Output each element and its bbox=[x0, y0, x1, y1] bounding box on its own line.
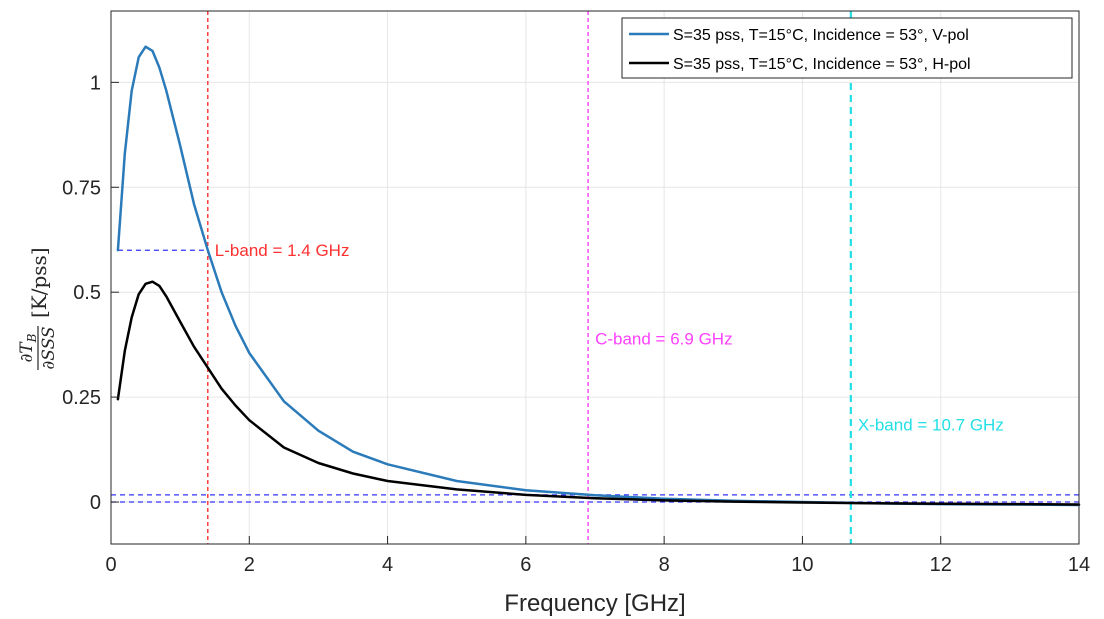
x-ticks: 0 2 4 6 8 10 12 14 bbox=[105, 536, 1090, 576]
band-label: L-band = 1.4 GHz bbox=[215, 241, 350, 260]
y-label-denominator: ∂SSS bbox=[39, 326, 59, 369]
x-tick-label: 12 bbox=[930, 554, 952, 576]
band-label: C-band = 6.9 GHz bbox=[595, 329, 733, 348]
y-tick-label: 0.25 bbox=[62, 387, 101, 409]
plot-area bbox=[111, 11, 1079, 544]
x-tick-label: 4 bbox=[382, 554, 393, 576]
svg-text:∂TB: ∂TB bbox=[17, 333, 39, 362]
y-label-unit: [K/pss] bbox=[27, 247, 51, 318]
x-axis-label: Frequency [GHz] bbox=[504, 590, 685, 617]
legend-box bbox=[621, 17, 1073, 79]
y-tick-label: 0 bbox=[90, 492, 101, 514]
legend-label-hpol: S=35 pss, T=15°C, Incidence = 53°, H-pol bbox=[673, 56, 971, 73]
x-tick-label: 0 bbox=[105, 554, 116, 576]
x-tick-label: 10 bbox=[791, 554, 813, 576]
reference-hlines bbox=[111, 249, 1079, 503]
x-tick-label: 8 bbox=[659, 554, 670, 576]
series-lines bbox=[116, 45, 1081, 507]
y-label-numerator: ∂T bbox=[17, 341, 37, 363]
x-tick-label: 2 bbox=[244, 554, 255, 576]
band-vlines bbox=[207, 11, 852, 544]
series-line-hpol bbox=[116, 280, 1081, 506]
x-tick-label: 14 bbox=[1068, 554, 1090, 576]
y-ticks: 0 0.25 0.5 0.75 1 bbox=[62, 72, 119, 514]
y-tick-label: 1 bbox=[90, 72, 101, 94]
y-axis-label: ∂TB ∂SSS [K/pss] bbox=[17, 247, 59, 370]
y-label-numerator-sub: B bbox=[25, 333, 39, 343]
x-tick-label: 6 bbox=[520, 554, 531, 576]
band-label: X-band = 10.7 GHz bbox=[858, 415, 1004, 434]
y-tick-label: 0.5 bbox=[73, 282, 101, 304]
plot-frame bbox=[110, 10, 1080, 545]
legend-label-vpol: S=35 pss, T=15°C, Incidence = 53°, V-pol bbox=[673, 27, 969, 44]
band-annotations: L-band = 1.4 GHz C-band = 6.9 GHz X-band =… bbox=[215, 241, 1004, 434]
y-tick-label: 0.75 bbox=[62, 177, 101, 199]
legend: S=35 pss, T=15°C, Incidence = 53°, V-pol… bbox=[621, 17, 1073, 79]
